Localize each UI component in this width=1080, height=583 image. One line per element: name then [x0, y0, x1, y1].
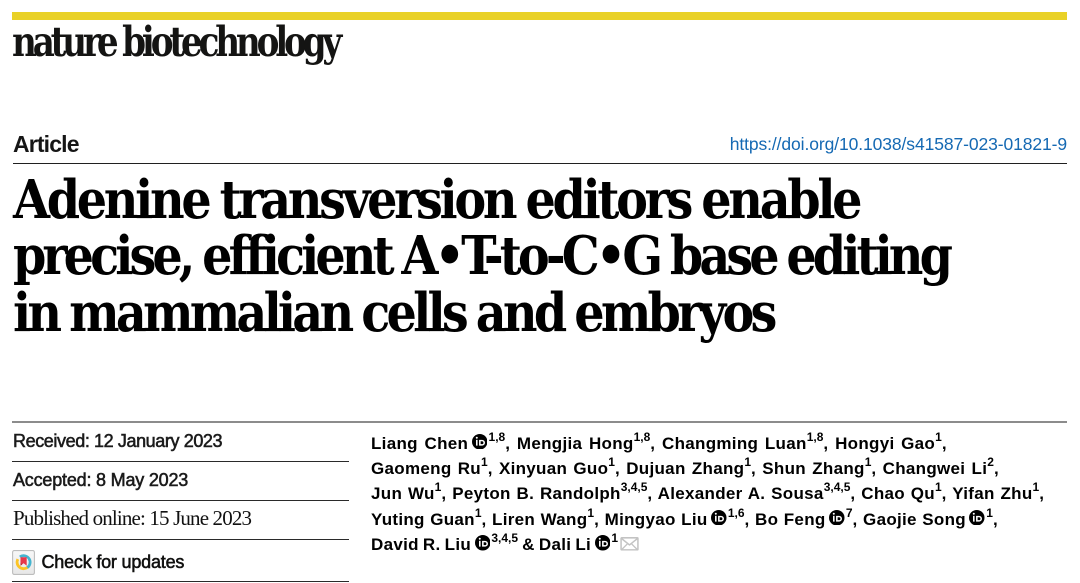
author-name: Bo Feng — [755, 509, 826, 529]
envelope-icon[interactable] — [620, 537, 639, 551]
author-separator: , — [993, 459, 999, 479]
published-date: Published online: 15 June 2023 — [13, 505, 252, 530]
author-separator: , — [852, 509, 864, 529]
author-separator: , — [594, 509, 605, 529]
author-line: Yuting Guan1, Liren Wang1, Mingyao Liu 1,… — [371, 507, 1071, 532]
crossmark-icon[interactable] — [12, 550, 35, 575]
author-separator: , — [823, 433, 836, 453]
check-for-updates-label[interactable]: Check for updates — [41, 552, 185, 573]
author-separator: , — [751, 459, 763, 479]
author-affiliation-sup: 1 — [611, 531, 619, 546]
author-affiliation-sup: 1,8 — [488, 429, 506, 444]
author-affiliation-sup: 1,6 — [727, 505, 745, 520]
author-affiliation-sup: 1,8 — [633, 429, 651, 444]
author-affiliation-sup: 3,4,5 — [491, 531, 519, 546]
author-name: Dali Li — [538, 535, 592, 555]
author-separator: , — [441, 484, 453, 504]
orcid-icon[interactable] — [472, 434, 488, 450]
orcid-icon[interactable] — [829, 510, 845, 526]
author-name: Xinyuan Guo — [498, 459, 609, 479]
author-separator: , — [650, 433, 662, 453]
author-name: Yuting Guan — [371, 509, 475, 529]
article-type-label: Article — [13, 130, 79, 157]
author-separator: , — [850, 484, 862, 504]
author-name: Hongyi Gao — [835, 433, 936, 453]
check-for-updates[interactable]: Check for updates — [12, 549, 185, 575]
author-name: Peyton B. Randolph — [452, 484, 621, 504]
author-affiliation-sup: 1 — [474, 505, 482, 520]
title-line-1: Adenine transversion editors enable — [13, 168, 862, 231]
author-affiliation-sup: 3,4,5 — [823, 480, 851, 495]
metadata-top-rule — [12, 421, 1067, 423]
author-affiliation-sup: 1 — [986, 505, 993, 520]
author-name: David R. Liu — [371, 535, 472, 555]
author-affiliation-sup: 3,4,5 — [620, 480, 648, 495]
author-separator: , — [487, 459, 499, 479]
orcid-icon[interactable] — [595, 535, 611, 551]
author-affiliation-sup: 7 — [845, 505, 853, 520]
author-name: Mengjia Hong — [516, 433, 634, 453]
author-line: Jun Wu1, Peyton B. Randolph3,4,5, Alexan… — [371, 481, 1071, 506]
author-affiliation-sup: 1 — [1032, 480, 1040, 495]
divider — [12, 460, 349, 462]
divider — [12, 499, 349, 501]
author-affiliation-sup: 1 — [434, 480, 442, 495]
orcid-icon[interactable] — [711, 510, 727, 526]
author-name: Alexander A. Sousa — [657, 484, 824, 504]
author-name: Changwei Li — [882, 459, 988, 479]
author-name: Gaomeng Ru — [371, 459, 481, 479]
author-separator: , — [744, 509, 756, 529]
title-line-3: in mammalian cells and embryos — [13, 281, 777, 344]
author-line: Gaomeng Ru1, Xinyuan Guo1, Dujuan Zhang1… — [371, 456, 1071, 481]
author-name: Dujuan Zhang — [626, 459, 745, 479]
author-name: Liren Wang — [492, 509, 588, 529]
divider — [12, 539, 349, 541]
author-list: Liang Chen 1,8, Mengjia Hong1,8, Changmin… — [371, 431, 1071, 557]
author-name: Gaojie Song — [863, 509, 966, 529]
author-separator: , — [871, 459, 883, 479]
accepted-date: Accepted: 8 May 2023 — [13, 470, 189, 491]
orcid-icon[interactable] — [969, 510, 985, 526]
author-affiliation-sup: 1 — [864, 455, 872, 470]
author-affiliation-sup: 1 — [935, 429, 942, 444]
author-name: Shun Zhang — [762, 459, 865, 479]
author-affiliation-sup: 1 — [587, 505, 595, 520]
doi-link[interactable]: https://doi.org/10.1038/s41587-023-01821… — [729, 134, 1067, 154]
divider — [12, 580, 349, 582]
author-affiliation-sup: 1 — [934, 480, 942, 495]
author-affiliation-sup: 1 — [744, 455, 752, 470]
author-separator: , — [941, 484, 953, 504]
author-name: Liang Chen — [371, 433, 469, 453]
author-separator: , — [505, 433, 517, 453]
received-date: Received: 12 January 2023 — [13, 431, 223, 452]
author-affiliation-sup: 1 — [608, 455, 615, 470]
author-affiliation-sup: 1 — [481, 455, 488, 470]
author-separator: , — [614, 459, 627, 479]
brand-color-bar — [12, 12, 1067, 20]
title-line-2: precise, efficient A•T-to-C•G base editi… — [13, 225, 953, 288]
author-separator: , — [647, 484, 658, 504]
author-affiliation-sup: 1,8 — [806, 429, 824, 444]
author-line: Liang Chen 1,8, Mengjia Hong1,8, Changmin… — [371, 431, 1071, 456]
author-line: David R. Liu 3,4,5 & Dali Li 1 — [371, 532, 1071, 557]
orcid-icon[interactable] — [475, 535, 491, 551]
author-name: Changming Luan — [662, 433, 807, 453]
author-separator: , — [481, 509, 493, 529]
author-separator: , — [941, 433, 947, 453]
header-rule — [13, 162, 1067, 165]
author-separator: , — [992, 509, 998, 529]
author-affiliation-sup: 2 — [987, 455, 994, 470]
author-name: Yifan Zhu — [952, 484, 1033, 504]
author-separator: , — [1039, 484, 1045, 504]
author-name: Jun Wu — [371, 484, 435, 504]
author-separator: & — [518, 535, 539, 555]
author-name: Chao Qu — [861, 484, 935, 504]
paper-title: Adenine transversion editors enable prec… — [13, 168, 953, 344]
author-name: Mingyao Liu — [604, 509, 708, 529]
journal-wordmark: nature biotechnology — [12, 17, 342, 66]
